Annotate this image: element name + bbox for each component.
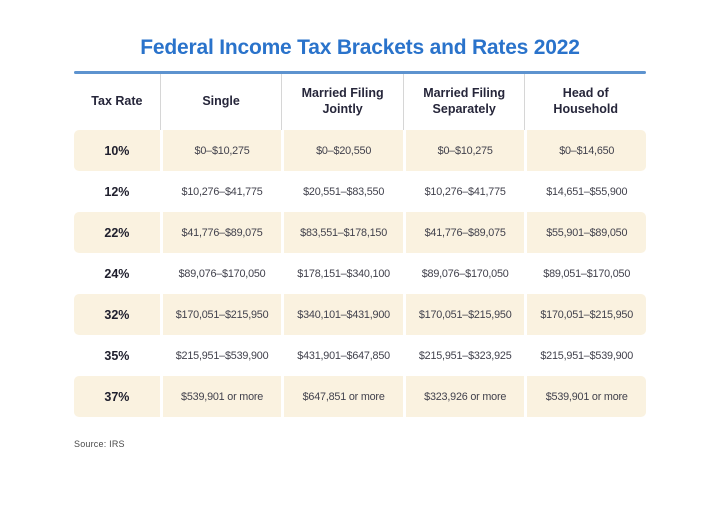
bracket-range-cell: $215,951–$539,900	[159, 335, 282, 376]
bracket-range-cell: $14,651–$55,900	[524, 171, 646, 212]
tax-rate-cell: 37%	[74, 376, 160, 417]
bracket-range-cell: $20,551–$83,550	[281, 171, 403, 212]
tax-rate-cell: 35%	[74, 335, 160, 376]
bracket-range-cell: $83,551–$178,150	[281, 212, 403, 253]
table-row: 37% $539,901 or more $647,851 or more $323,…	[74, 376, 646, 417]
bracket-range-cell: $41,776–$89,075	[402, 212, 525, 253]
column-header: Single	[159, 74, 282, 130]
bracket-range-cell: $10,276–$41,775	[402, 171, 525, 212]
bracket-range-cell: $89,076–$170,050	[159, 253, 282, 294]
bracket-range-cell: $170,051–$215,950	[524, 294, 646, 335]
bracket-range-cell: $323,926 or more	[402, 376, 525, 417]
column-header: Married Filing Separately	[402, 74, 525, 130]
bracket-range-cell: $215,951–$323,925	[402, 335, 525, 376]
bracket-range-cell: $647,851 or more	[281, 376, 403, 417]
bracket-range-cell: $170,051–$215,950	[402, 294, 525, 335]
table-header-row: Tax Rate Single Married Filing Jointly Marr…	[74, 74, 646, 130]
table-header-row: Tax Rate Single Married Filing Jointly Marr…	[74, 74, 646, 130]
column-header: Married Filing Jointly	[281, 74, 403, 130]
bracket-range-cell: $0–$14,650	[524, 130, 646, 171]
page-title: Federal Income Tax Brackets and Rates 20…	[140, 36, 580, 59]
column-header: Head of Household	[524, 74, 646, 130]
tax-rate-cell: 24%	[74, 253, 160, 294]
table-body: 10% $0–$10,275 $0–$20,550 $0–$10,275 $0–$14,…	[74, 130, 646, 417]
bracket-range-cell: $55,901–$89,050	[524, 212, 646, 253]
bracket-range-cell: $539,901 or more	[159, 376, 282, 417]
table-row: 22% $41,776–$89,075 $83,551–$178,150 $41,77…	[74, 212, 646, 253]
bracket-range-cell: $178,151–$340,100	[281, 253, 403, 294]
bracket-range-cell: $0–$10,275	[159, 130, 282, 171]
bracket-range-cell: $0–$10,275	[402, 130, 525, 171]
column-header: Tax Rate	[74, 74, 160, 130]
bracket-range-cell: $539,901 or more	[524, 376, 646, 417]
table-row: 10% $0–$10,275 $0–$20,550 $0–$10,275 $0–$14,…	[74, 130, 646, 171]
bracket-range-cell: $0–$20,550	[281, 130, 403, 171]
tax-rate-cell: 12%	[74, 171, 160, 212]
table-row: 24% $89,076–$170,050 $178,151–$340,100 $89,…	[74, 253, 646, 294]
bracket-range-cell: $41,776–$89,075	[159, 212, 282, 253]
bracket-range-cell: $170,051–$215,950	[159, 294, 282, 335]
tax-rate-cell: 32%	[74, 294, 160, 335]
bracket-range-cell: $431,901–$647,850	[281, 335, 403, 376]
tax-rate-cell: 10%	[74, 130, 160, 171]
bracket-range-cell: $89,051–$170,050	[524, 253, 646, 294]
bracket-range-cell: $89,076–$170,050	[402, 253, 525, 294]
bracket-range-cell: $10,276–$41,775	[159, 171, 282, 212]
table-row: 35% $215,951–$539,900 $431,901–$647,850 $21…	[74, 335, 646, 376]
tax-rate-cell: 22%	[74, 212, 160, 253]
tax-brackets-table: Tax Rate Single Married Filing Jointly Marr…	[74, 74, 646, 417]
title-underline	[74, 71, 646, 74]
table-row: 12% $10,276–$41,775 $20,551–$83,550 $10,276…	[74, 171, 646, 212]
bracket-range-cell: $340,101–$431,900	[281, 294, 403, 335]
page-content: Federal Income Tax Brackets and Rates 20…	[74, 0, 646, 449]
bracket-range-cell: $215,951–$539,900	[524, 335, 646, 376]
source-note: Source: IRS	[74, 439, 125, 449]
table-row: 32% $170,051–$215,950 $340,101–$431,900 $17…	[74, 294, 646, 335]
